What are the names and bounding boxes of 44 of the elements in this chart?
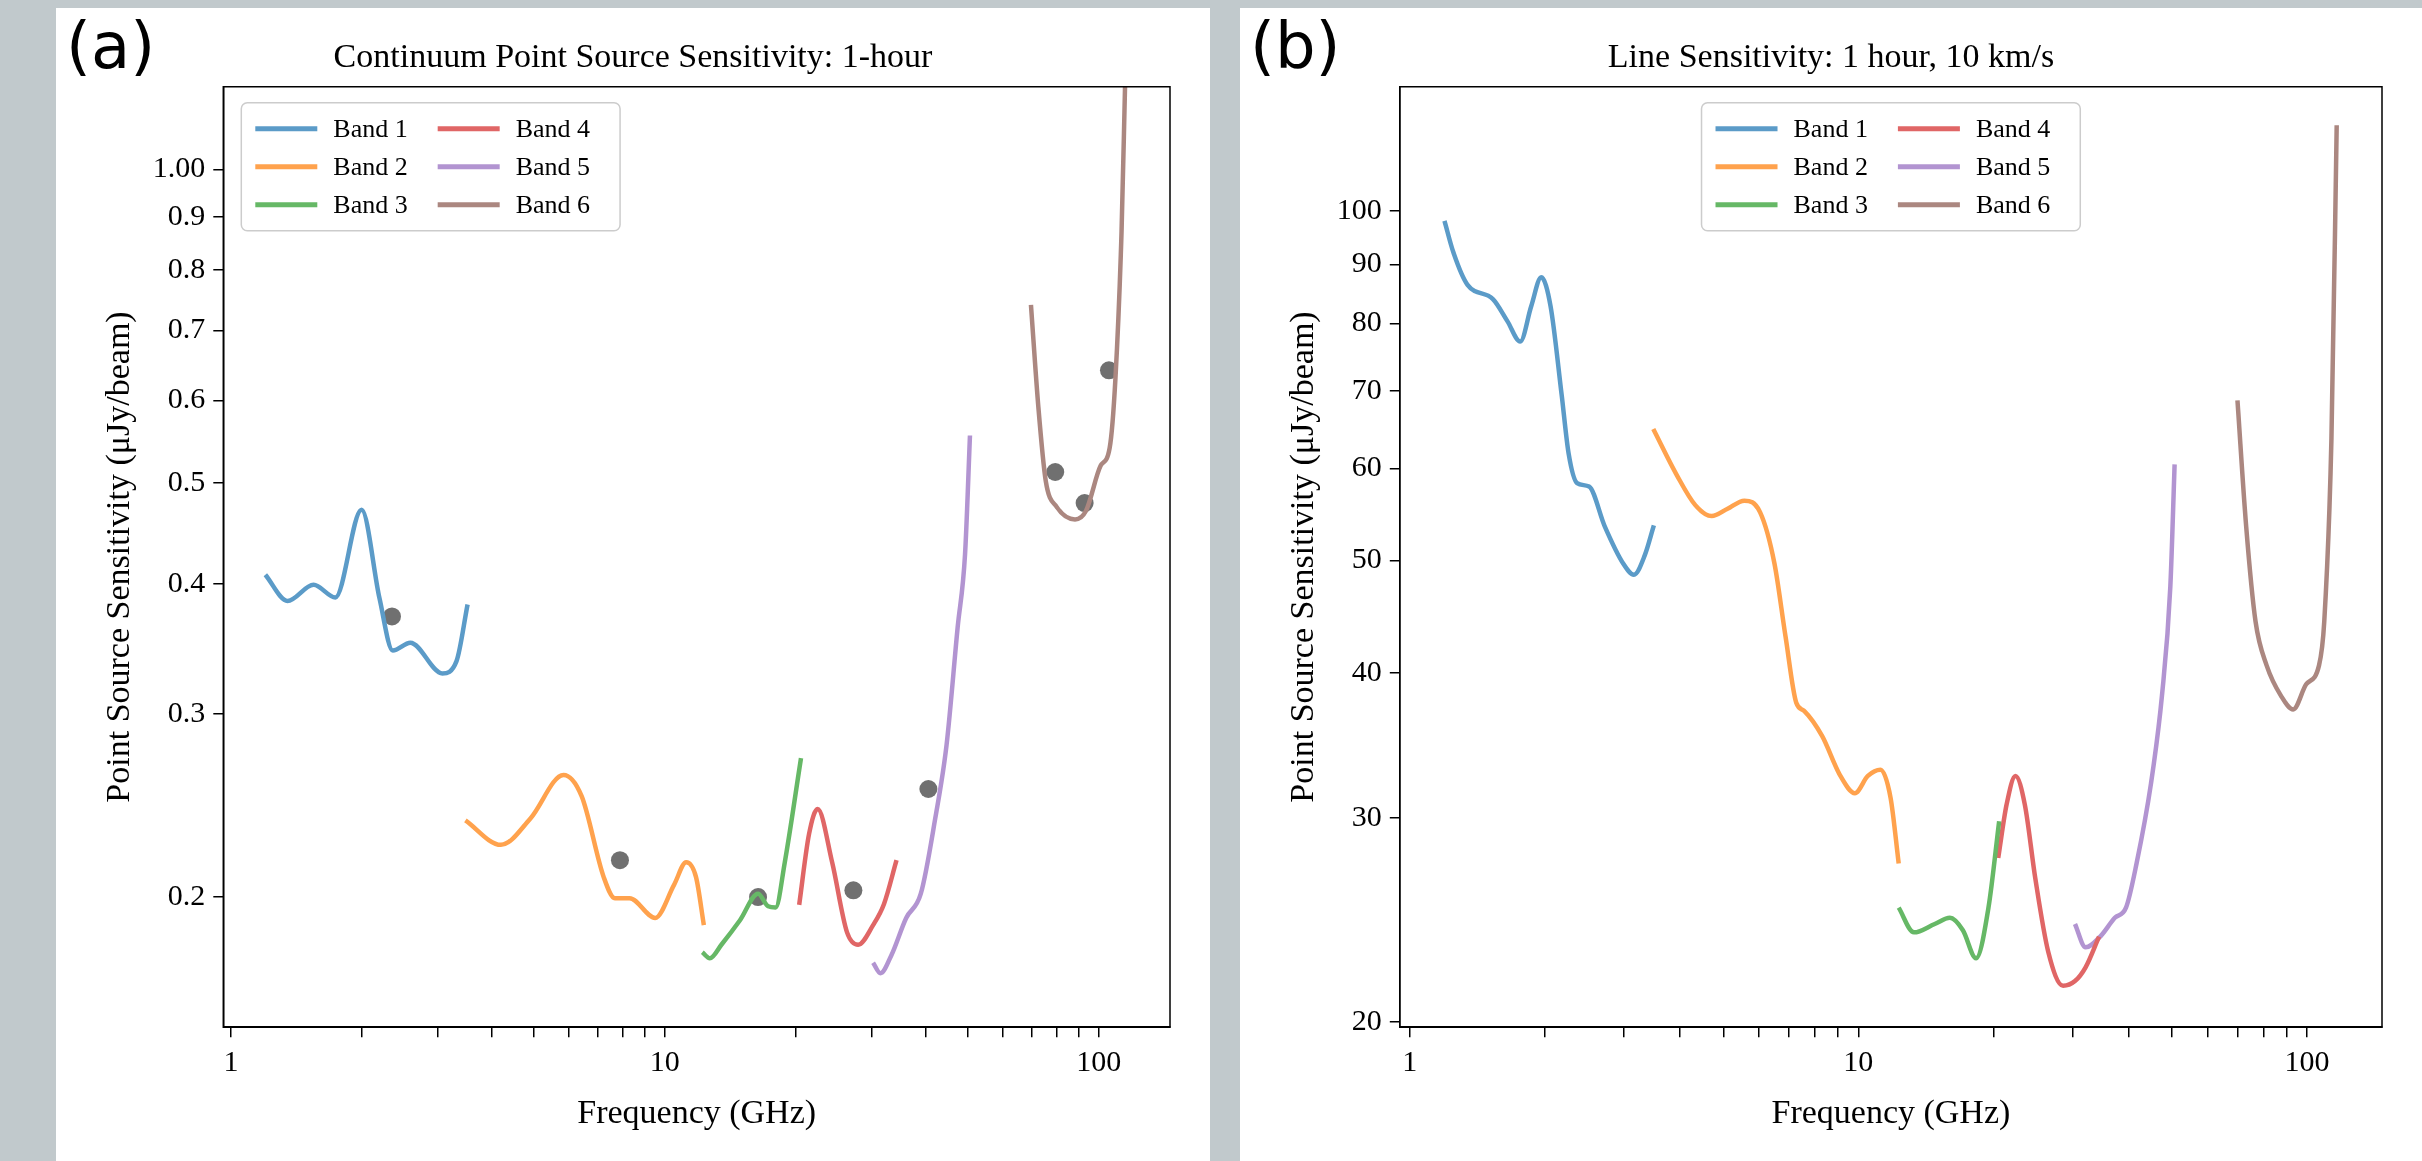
legend-label: Band 4 (1975, 113, 2051, 143)
text: (b) (1250, 8, 1341, 85)
y-tick-label: 100 (1336, 192, 1382, 226)
y-tick-label: 0.9 (167, 197, 206, 231)
y-tick-label: 20 (1351, 1003, 1382, 1037)
y-tick-label: 70 (1351, 371, 1382, 405)
y-tick-label: 50 (1351, 541, 1382, 575)
y-tick-label: 1.00 (152, 150, 206, 184)
x-tick-label: 100 (2284, 1044, 2330, 1078)
text: (a) (66, 8, 156, 85)
legend-label: Band 5 (1975, 151, 2051, 181)
x-axis-title: Frequency (GHz) (577, 1092, 817, 1131)
legend-label: Band 5 (515, 151, 591, 181)
y-tick-label: 0.4 (167, 564, 206, 598)
y-tick-label: 90 (1351, 245, 1382, 279)
y-tick-label: 0.5 (167, 463, 206, 497)
legend-label: Band 2 (1793, 151, 1868, 181)
legend-label: Band 6 (515, 189, 591, 219)
legend-label: Band 4 (515, 113, 591, 143)
legend-label: Band 3 (333, 189, 408, 219)
y-tick-label: 30 (1351, 798, 1382, 832)
chart-title: Continuum Point Source Sensitivity: 1-hour (333, 37, 934, 75)
x-tick-label: 10 (649, 1044, 680, 1078)
y-tick-label: 80 (1351, 304, 1382, 338)
legend-label: Band 6 (1975, 189, 2051, 219)
y-axis-title: Point Source Sensitivity (μJy/beam) (1283, 311, 1322, 803)
legend-label: Band 3 (1793, 189, 1868, 219)
y-tick-label: 60 (1351, 449, 1382, 483)
y-tick-label: 0.6 (167, 381, 206, 415)
x-tick-label: 1 (223, 1044, 239, 1078)
y-tick-label: 0.7 (167, 311, 206, 345)
y-axis-title: Point Source Sensitivity (μJy/beam) (99, 311, 138, 803)
legend-label: Band 1 (1793, 113, 1868, 143)
x-tick-label: 1 (1402, 1044, 1418, 1078)
legend-label: Band 2 (333, 151, 408, 181)
y-tick-label: 0.8 (167, 251, 206, 285)
x-tick-label: 100 (1076, 1044, 1122, 1078)
legend-label: Band 1 (333, 113, 408, 143)
y-tick-label: 40 (1351, 653, 1382, 687)
chart-title: Line Sensitivity: 1 hour, 10 km/s (1607, 37, 2055, 75)
x-axis-title: Frequency (GHz) (1771, 1092, 2011, 1131)
y-tick-label: 0.2 (167, 877, 206, 911)
x-tick-label: 10 (1843, 1044, 1874, 1078)
y-tick-label: 0.3 (167, 694, 206, 728)
